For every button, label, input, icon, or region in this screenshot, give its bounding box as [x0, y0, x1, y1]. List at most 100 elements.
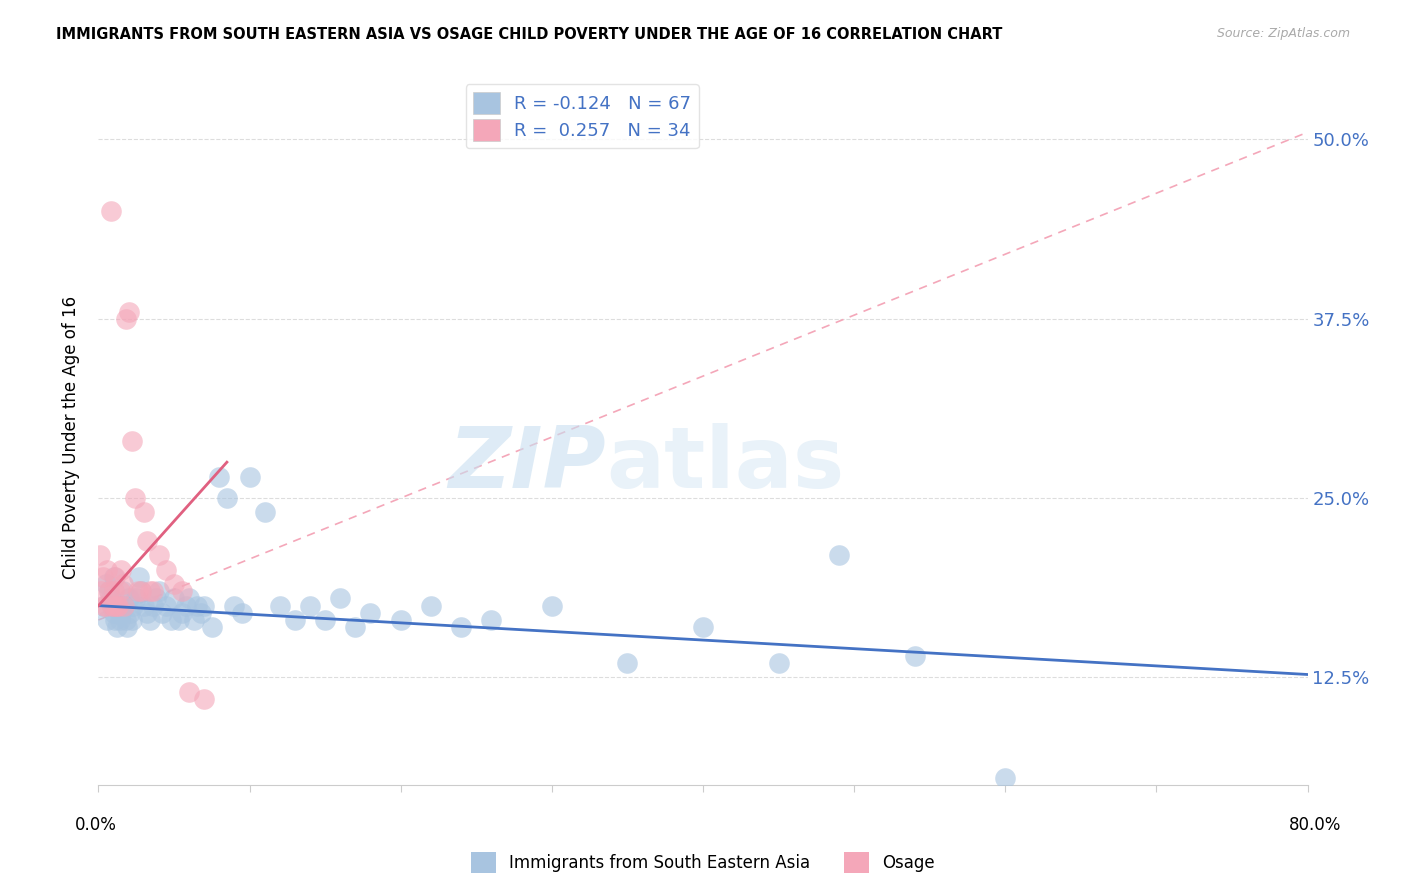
- Point: [231, 606, 253, 620]
- Legend: Immigrants from South Eastern Asia, Osage: Immigrants from South Eastern Asia, Osag…: [464, 846, 942, 880]
- Point: [201, 620, 224, 634]
- Point: [120, 606, 142, 620]
- Point: [112, 599, 135, 613]
- Text: 0.0%: 0.0%: [75, 816, 117, 834]
- Text: atlas: atlas: [606, 424, 845, 507]
- Point: [142, 599, 165, 613]
- Point: [142, 584, 165, 599]
- Point: [253, 505, 276, 519]
- Point: [420, 599, 443, 613]
- Point: [139, 584, 162, 599]
- Point: [190, 606, 212, 620]
- Point: [101, 599, 124, 613]
- Point: [111, 577, 134, 591]
- Point: [299, 599, 322, 613]
- Point: [114, 311, 136, 326]
- Point: [904, 648, 927, 663]
- Point: [160, 613, 183, 627]
- Point: [125, 591, 148, 606]
- Point: [100, 591, 122, 606]
- Point: [103, 599, 125, 613]
- Point: [114, 613, 136, 627]
- Point: [540, 599, 562, 613]
- Point: [105, 599, 128, 613]
- Point: [135, 534, 157, 549]
- Point: [93, 599, 115, 613]
- Point: [127, 584, 149, 599]
- Point: [96, 563, 118, 577]
- Point: [124, 491, 146, 505]
- Point: [616, 656, 638, 670]
- Point: [105, 620, 128, 634]
- Point: [208, 469, 231, 483]
- Point: [100, 204, 122, 219]
- Point: [111, 584, 134, 599]
- Point: [107, 599, 129, 613]
- Point: [284, 613, 307, 627]
- Point: [344, 620, 367, 634]
- Point: [163, 577, 186, 591]
- Point: [98, 584, 121, 599]
- Point: [269, 599, 291, 613]
- Point: [179, 591, 201, 606]
- Legend: R = -0.124   N = 67, R =  0.257   N = 34: R = -0.124 N = 67, R = 0.257 N = 34: [465, 85, 699, 148]
- Point: [94, 599, 117, 613]
- Point: [122, 599, 145, 613]
- Point: [132, 599, 155, 613]
- Point: [104, 613, 127, 627]
- Point: [148, 549, 170, 563]
- Point: [129, 584, 152, 599]
- Point: [692, 620, 714, 634]
- Point: [179, 684, 201, 698]
- Point: [163, 591, 186, 606]
- Point: [167, 613, 190, 627]
- Point: [108, 613, 131, 627]
- Point: [96, 613, 118, 627]
- Point: [193, 599, 215, 613]
- Point: [112, 599, 135, 613]
- Point: [170, 606, 193, 620]
- Point: [828, 549, 851, 563]
- Point: [110, 563, 132, 577]
- Point: [91, 599, 114, 613]
- Point: [224, 599, 246, 613]
- Point: [128, 570, 150, 584]
- Point: [139, 613, 162, 627]
- Point: [129, 584, 152, 599]
- Point: [104, 570, 127, 584]
- Point: [108, 584, 131, 599]
- Point: [193, 692, 215, 706]
- Point: [215, 491, 238, 505]
- Point: [150, 606, 173, 620]
- Point: [389, 613, 412, 627]
- Point: [103, 584, 125, 599]
- Point: [183, 613, 205, 627]
- Point: [110, 606, 132, 620]
- Point: [118, 591, 141, 606]
- Text: IMMIGRANTS FROM SOUTH EASTERN ASIA VS OSAGE CHILD POVERTY UNDER THE AGE OF 16 CO: IMMIGRANTS FROM SOUTH EASTERN ASIA VS OS…: [56, 27, 1002, 42]
- Point: [121, 434, 143, 448]
- Point: [170, 584, 193, 599]
- Point: [90, 584, 112, 599]
- Text: 80.0%: 80.0%: [1288, 816, 1341, 834]
- Point: [115, 620, 138, 634]
- Point: [994, 771, 1017, 785]
- Point: [89, 549, 111, 563]
- Point: [103, 570, 125, 584]
- Point: [145, 591, 167, 606]
- Point: [174, 599, 197, 613]
- Point: [118, 304, 141, 318]
- Point: [239, 469, 262, 483]
- Point: [155, 563, 177, 577]
- Point: [186, 599, 208, 613]
- Text: ZIP: ZIP: [449, 424, 606, 507]
- Point: [94, 577, 117, 591]
- Point: [98, 584, 121, 599]
- Point: [121, 613, 143, 627]
- Point: [329, 591, 352, 606]
- Text: Source: ZipAtlas.com: Source: ZipAtlas.com: [1216, 27, 1350, 40]
- Point: [132, 505, 155, 519]
- Point: [148, 584, 170, 599]
- Point: [91, 570, 114, 584]
- Point: [768, 656, 790, 670]
